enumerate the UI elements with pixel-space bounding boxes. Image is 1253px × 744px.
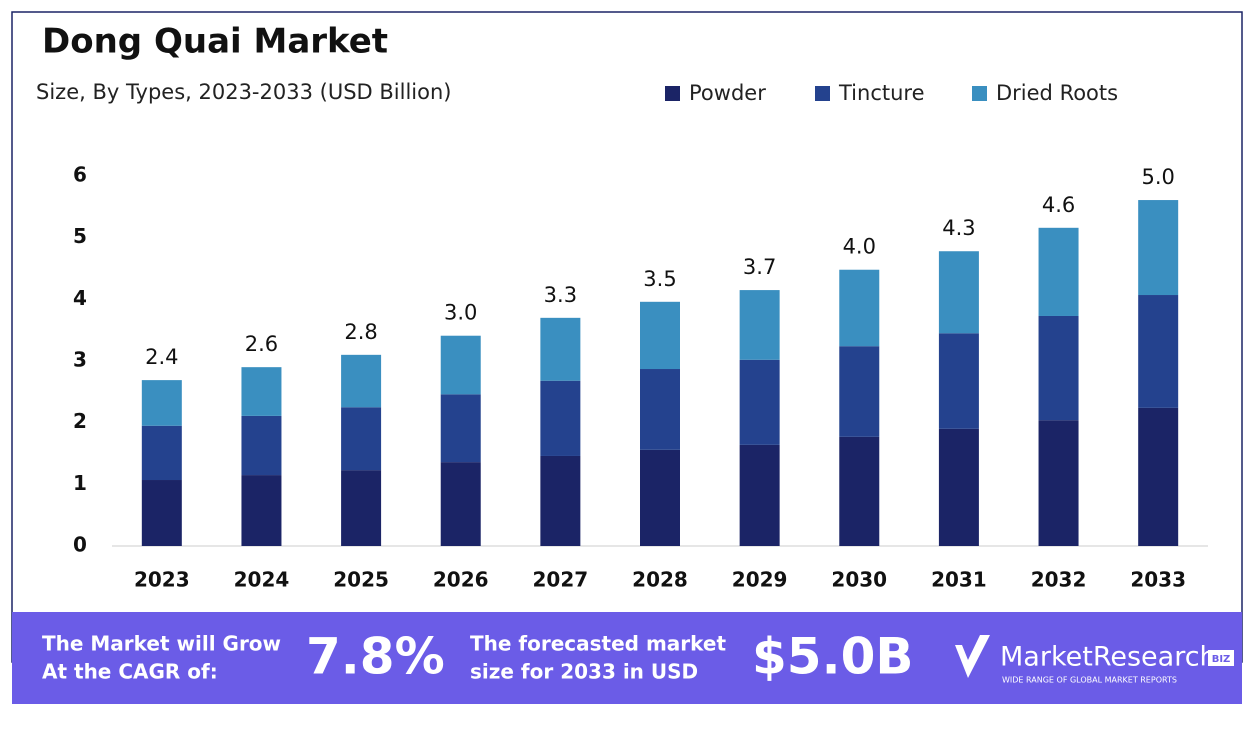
total-label: 3.3 [544, 283, 577, 307]
bar-segment [1038, 420, 1079, 546]
bar-segment [1038, 315, 1079, 421]
x-tick-label: 2030 [831, 568, 887, 592]
bar-segment [341, 407, 382, 471]
y-tick-label: 5 [73, 224, 87, 248]
forecast-text: size for 2033 in USD [470, 660, 698, 684]
bar-segment [440, 335, 481, 395]
logo-icon [955, 635, 990, 678]
x-tick-label: 2031 [931, 568, 987, 592]
logo-badge: BIZ [1212, 654, 1231, 665]
chart-subtitle: Size, By Types, 2023-2033 (USD Billion) [36, 80, 451, 104]
bar-segment [141, 425, 182, 481]
legend-label: Tincture [838, 81, 925, 105]
x-tick-label: 2026 [433, 568, 489, 592]
x-tick-label: 2024 [234, 568, 290, 592]
bar-segment [440, 462, 481, 546]
bar-segment [1138, 200, 1179, 296]
bar-segment [440, 394, 481, 463]
bar-segment [241, 475, 282, 546]
bar-segment [341, 354, 382, 408]
bar-segment [241, 415, 282, 476]
bar-segment [540, 455, 581, 546]
bar-segment [141, 380, 182, 426]
chart-title: Dong Quai Market [42, 22, 388, 62]
bar-segment [938, 333, 979, 429]
total-label: 4.6 [1042, 193, 1075, 217]
bar-segment [640, 449, 680, 546]
bar-segment [540, 317, 581, 381]
footer-banner [12, 612, 1242, 704]
x-tick-label: 2025 [333, 568, 389, 592]
total-label: 3.7 [743, 255, 776, 279]
legend-swatch [665, 86, 680, 101]
logo-badge-box [1208, 650, 1234, 666]
y-tick-label: 3 [73, 348, 87, 372]
legend-label: Dried Roots [996, 81, 1118, 105]
legend-swatch [815, 86, 830, 101]
bar-segment [938, 428, 979, 546]
x-tick-label: 2032 [1031, 568, 1087, 592]
bar-segment [241, 367, 282, 416]
bar-segment [1138, 295, 1179, 408]
legend-label: Powder [689, 81, 766, 105]
total-label: 2.6 [245, 332, 278, 356]
x-tick-label: 2027 [533, 568, 589, 592]
cagr-text: At the CAGR of: [42, 660, 218, 684]
y-tick-label: 0 [73, 533, 87, 557]
cagr-text: The Market will Grow [42, 632, 281, 656]
total-label: 2.8 [344, 320, 377, 344]
bar-segment [739, 290, 780, 360]
total-label: 2.4 [145, 345, 178, 369]
bar-segment [739, 444, 780, 546]
x-tick-label: 2029 [732, 568, 788, 592]
logo-tagline: WIDE RANGE OF GLOBAL MARKET REPORTS [1002, 676, 1177, 685]
total-label: 5.0 [1141, 165, 1174, 189]
bar-segment [839, 346, 880, 437]
y-tick-label: 1 [73, 471, 87, 495]
footer: The Market will Grow At the CAGR of: 7.8… [42, 628, 1234, 686]
x-tick-label: 2023 [134, 568, 190, 592]
frame [11, 11, 1243, 663]
total-label: 4.3 [942, 216, 975, 240]
bar-segment [640, 369, 680, 450]
bar-segment [739, 359, 780, 445]
bar-segment [141, 480, 182, 546]
x-tick-label: 2033 [1130, 568, 1186, 592]
bar-segment [938, 251, 979, 334]
bar-segment [341, 470, 382, 546]
forecast-value: $5.0B [752, 628, 913, 686]
y-tick-label: 2 [73, 409, 87, 433]
logo: MarketResearch [1000, 642, 1217, 673]
y-tick-label: 4 [73, 286, 87, 310]
bar-segment [540, 380, 581, 456]
forecast-text: The forecasted market [470, 632, 726, 656]
total-label: 4.0 [843, 235, 876, 259]
x-tick-label: 2028 [632, 568, 688, 592]
bar-segment [1138, 407, 1179, 546]
bar-segment [839, 436, 880, 546]
bar-segment [1038, 227, 1079, 316]
cagr-value: 7.8% [306, 628, 445, 686]
total-label: 3.0 [444, 301, 477, 325]
bar-segment [839, 269, 880, 347]
bar-segment [640, 301, 680, 370]
legend-swatch [972, 86, 987, 101]
total-label: 3.5 [643, 267, 676, 291]
y-tick-label: 6 [73, 163, 87, 187]
